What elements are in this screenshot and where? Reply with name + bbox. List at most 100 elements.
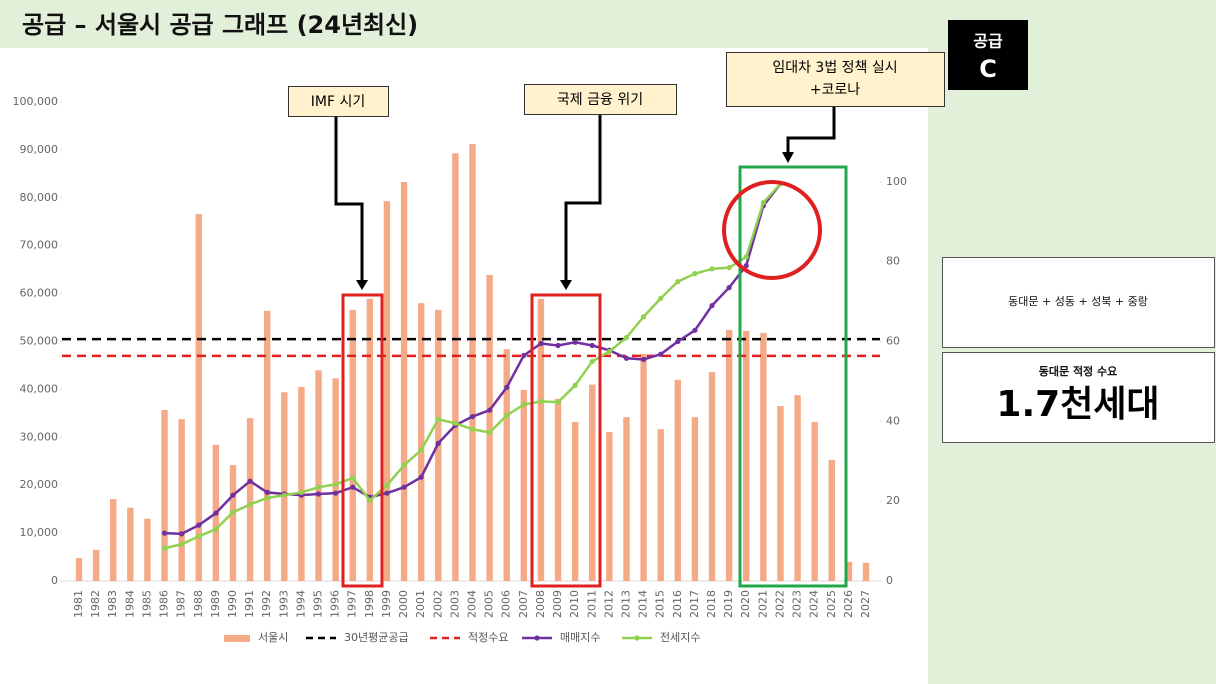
annotation: IMF 시기 xyxy=(311,94,365,110)
badge-line1: 공급 xyxy=(973,32,1003,51)
legend-swatch xyxy=(534,635,540,641)
bar xyxy=(366,298,374,581)
legend-label: 전세지수 xyxy=(660,631,700,644)
point xyxy=(384,490,390,496)
surge-circle xyxy=(722,180,822,280)
point xyxy=(315,491,322,497)
bar xyxy=(246,418,254,581)
bar xyxy=(332,378,339,581)
bar xyxy=(571,421,579,581)
annotation-box xyxy=(288,86,389,117)
point xyxy=(675,279,681,285)
point xyxy=(264,489,270,495)
y-tick-label: 0 xyxy=(51,574,58,587)
x-tick-label: 2019 xyxy=(722,590,735,618)
x-tick-label: 2004 xyxy=(466,590,479,618)
bar xyxy=(691,417,699,581)
x-tick-label: 1998 xyxy=(363,590,376,618)
x-tick-label: 1989 xyxy=(209,590,222,618)
page-title: 공급 – 서울시 공급 그래프 (24년최신) xyxy=(22,11,418,39)
bar xyxy=(554,398,562,581)
annotation-box xyxy=(524,84,677,115)
bar xyxy=(417,303,425,581)
demand-box xyxy=(942,352,1215,443)
point xyxy=(401,484,407,490)
y2-tick-label: 0 xyxy=(886,574,893,587)
point xyxy=(555,342,561,349)
legend-label: 매매지수 xyxy=(560,631,600,644)
x-tick-label: 2002 xyxy=(431,590,444,618)
x-tick-label: 2003 xyxy=(448,590,461,618)
bar xyxy=(794,395,801,581)
y-tick-label: 10,000 xyxy=(20,526,59,539)
bar xyxy=(281,392,288,581)
point xyxy=(213,510,219,516)
x-tick-label: 1983 xyxy=(106,590,119,618)
point xyxy=(367,497,373,503)
point xyxy=(692,327,698,333)
point xyxy=(555,399,561,405)
point xyxy=(418,474,424,480)
legend-label: 서울시 xyxy=(258,631,288,644)
point xyxy=(487,429,493,436)
x-tick-label: 1994 xyxy=(294,590,307,618)
point xyxy=(640,314,647,320)
point xyxy=(247,478,253,484)
x-tick-label: 1990 xyxy=(226,590,239,618)
bar xyxy=(640,353,647,581)
point xyxy=(726,265,732,271)
x-tick-label: 1986 xyxy=(158,590,171,618)
x-tick-label: 1991 xyxy=(243,590,256,618)
x-tick-label: 1995 xyxy=(312,590,325,618)
point xyxy=(384,482,390,488)
x-tick-label: 2024 xyxy=(808,590,821,618)
arrowheads xyxy=(356,152,794,290)
y-tick-label: 90,000 xyxy=(20,143,59,156)
bar xyxy=(229,465,237,581)
x-tick-label: 2013 xyxy=(619,590,632,618)
legend-swatch xyxy=(224,635,250,642)
chart-area xyxy=(0,48,928,684)
point xyxy=(658,351,664,357)
bar xyxy=(383,201,391,581)
point xyxy=(504,384,510,391)
annotation: 임대차 3법 정책 실시 xyxy=(772,60,897,76)
bar xyxy=(195,214,202,581)
bar xyxy=(144,518,151,581)
y2-tick-label: 100 xyxy=(886,175,907,188)
x-tick-label: 2021 xyxy=(756,590,769,618)
crisis-highlight xyxy=(530,293,602,588)
bar xyxy=(110,499,117,581)
region-box xyxy=(942,257,1215,348)
point xyxy=(709,302,715,309)
x-tick-label: 1996 xyxy=(329,590,342,618)
bar xyxy=(623,417,630,581)
point xyxy=(281,492,287,498)
point xyxy=(623,355,630,361)
point xyxy=(675,338,681,345)
bar xyxy=(606,432,613,581)
bar xyxy=(298,387,305,581)
point xyxy=(435,440,441,446)
point xyxy=(692,271,698,277)
x-tick-label: 2009 xyxy=(551,590,564,618)
y2-tick-label: 60 xyxy=(886,335,900,348)
x-tick-label: 2011 xyxy=(585,590,598,618)
x-tick-label: 1982 xyxy=(89,590,102,618)
arrowhead xyxy=(356,280,368,290)
y-tick-label: 30,000 xyxy=(20,430,59,443)
bar xyxy=(520,389,528,581)
point xyxy=(743,263,749,269)
point xyxy=(401,462,407,468)
arrowhead xyxy=(560,280,572,290)
point xyxy=(487,407,493,413)
x-tick-label: 2000 xyxy=(397,590,410,618)
x-tick-label: 2016 xyxy=(671,590,684,618)
bar xyxy=(743,330,750,581)
bar xyxy=(708,372,716,581)
x-tick-label: 2010 xyxy=(568,590,581,618)
x-tick-label: 2007 xyxy=(517,590,530,618)
point xyxy=(538,340,544,347)
x-tick-label: 1997 xyxy=(346,590,359,618)
point xyxy=(350,475,356,481)
